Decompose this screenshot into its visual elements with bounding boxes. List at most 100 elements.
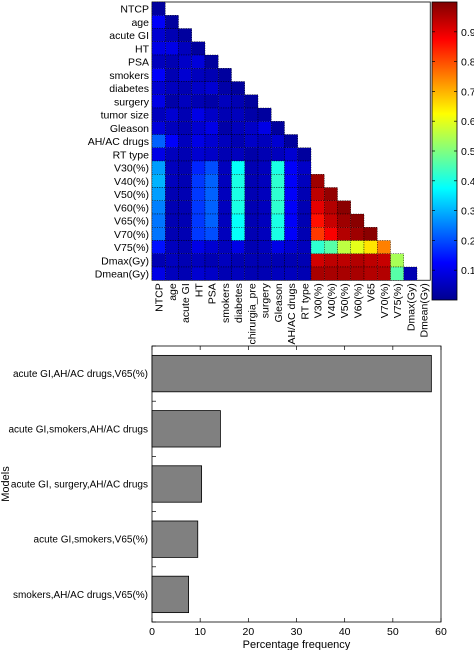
heatmap-cell bbox=[151, 147, 166, 162]
heatmap-cell bbox=[204, 54, 219, 69]
heatmap-cell bbox=[218, 107, 232, 122]
heatmap-column-label: V65 bbox=[366, 283, 378, 302]
bar-x-axis-label: Percentage frequency bbox=[243, 639, 351, 650]
heatmap-column-label: V75(%) bbox=[392, 283, 404, 318]
heatmap-cell bbox=[257, 253, 272, 268]
heatmap-cell bbox=[257, 227, 272, 241]
heatmap-row-label: NTCP bbox=[120, 4, 149, 16]
heatmap-cell bbox=[191, 227, 206, 241]
heatmap-cell bbox=[218, 253, 232, 268]
heatmap-cell bbox=[231, 187, 245, 201]
heatmap-column-label: acute GI bbox=[180, 283, 192, 323]
heatmap-row-label: HT bbox=[135, 43, 150, 55]
heatmap-cell bbox=[151, 1, 166, 16]
heatmap-cell bbox=[324, 227, 338, 241]
heatmap-cell bbox=[218, 160, 232, 175]
heatmap-cell bbox=[310, 200, 325, 215]
x-tick-label: 30 bbox=[291, 626, 303, 638]
heatmap-cell bbox=[151, 121, 166, 135]
heatmap-column-label: V40(%) bbox=[326, 283, 338, 318]
heatmap-cell bbox=[284, 147, 298, 162]
heatmap-cell bbox=[165, 160, 179, 175]
heatmap-cell bbox=[350, 240, 365, 254]
heatmap-cell bbox=[310, 187, 325, 201]
bar-category-labels: acute GI,AH/AC drugs,V65(%) acute GI,smok… bbox=[9, 369, 149, 601]
bar bbox=[151, 354, 432, 393]
heatmap-cell bbox=[151, 54, 166, 69]
heatmap-cell bbox=[337, 200, 351, 215]
heatmap-cell bbox=[191, 160, 206, 175]
heatmap-cell bbox=[151, 94, 166, 109]
heatmap-cell bbox=[191, 174, 206, 188]
heatmap-cell bbox=[231, 253, 245, 268]
heatmap-cell bbox=[231, 107, 245, 122]
heatmap-cell bbox=[151, 213, 166, 228]
heatmap-cell bbox=[204, 174, 219, 188]
heatmap-cell bbox=[178, 121, 192, 135]
heatmap-cell bbox=[403, 266, 418, 281]
heatmap-cell bbox=[231, 227, 245, 241]
heatmap-cell bbox=[297, 213, 312, 228]
heatmap-cell bbox=[231, 160, 245, 175]
heatmap-row-label: diabetes bbox=[109, 83, 149, 95]
heatmap-cell bbox=[271, 227, 285, 241]
colorbar-tick-label: 0.2 bbox=[461, 235, 474, 247]
heatmap-cell bbox=[151, 187, 166, 201]
heatmap-cell bbox=[204, 266, 219, 281]
bar bbox=[151, 465, 203, 503]
heatmap-cell bbox=[363, 227, 378, 241]
heatmap-column-label: RT type bbox=[299, 283, 311, 320]
heatmap-cell bbox=[310, 174, 325, 188]
heatmap-cell bbox=[231, 200, 245, 215]
heatmap-cell bbox=[324, 187, 338, 201]
heatmap-cell bbox=[218, 187, 232, 201]
heatmap-cell bbox=[191, 94, 206, 109]
heatmap-cell bbox=[257, 200, 272, 215]
heatmap-cell bbox=[165, 41, 179, 56]
heatmap-cell bbox=[271, 147, 285, 162]
heatmap-cell bbox=[231, 174, 245, 188]
heatmap-cell bbox=[310, 266, 325, 281]
colorbar-tick-label: 0.3 bbox=[461, 206, 474, 218]
heatmap-cell bbox=[204, 253, 219, 268]
heatmap-cell bbox=[165, 54, 179, 69]
bar-category-label: acute GI,smokers,V65(%) bbox=[34, 535, 148, 546]
heatmap-cell bbox=[310, 213, 325, 228]
heatmap-cell bbox=[363, 266, 378, 281]
heatmap-cell bbox=[284, 174, 298, 188]
heatmap-cell bbox=[165, 187, 179, 201]
heatmap-column-label: surgery bbox=[260, 283, 272, 319]
heatmap-cell bbox=[178, 107, 192, 122]
heatmap-cell bbox=[297, 200, 312, 215]
heatmap-cell bbox=[284, 200, 298, 215]
heatmap-cell bbox=[165, 107, 179, 122]
heatmap-cell bbox=[165, 15, 179, 29]
heatmap-cell bbox=[350, 253, 365, 268]
x-tick-label: 50 bbox=[387, 626, 399, 638]
heatmap-cell bbox=[165, 266, 179, 281]
heatmap-cell bbox=[151, 160, 166, 175]
heatmap-cell bbox=[244, 160, 259, 175]
heatmap-cell bbox=[244, 147, 259, 162]
heatmap-cell bbox=[390, 266, 404, 281]
heatmap-cell bbox=[218, 174, 232, 188]
heatmap-column-label: PSA bbox=[207, 283, 219, 304]
heatmap-cell bbox=[204, 94, 219, 109]
heatmap-cell bbox=[244, 253, 259, 268]
bar-category-label: acute GI, surgery,AH/AC drugs bbox=[11, 480, 148, 491]
heatmap-cell bbox=[151, 107, 166, 122]
heatmap-row-label: smokers bbox=[109, 70, 149, 82]
heatmap-row-label: V30(%) bbox=[114, 163, 149, 175]
heatmap-cell bbox=[244, 213, 259, 228]
heatmap-row-label: V60(%) bbox=[114, 202, 149, 214]
heatmap-cell bbox=[218, 147, 232, 162]
heatmap-cell bbox=[165, 147, 179, 162]
heatmap-cell bbox=[178, 187, 192, 201]
heatmap-cell bbox=[178, 253, 192, 268]
heatmap-row-label: V75(%) bbox=[114, 242, 149, 254]
heatmap-cell bbox=[218, 240, 232, 254]
heatmap-cell bbox=[284, 266, 298, 281]
heatmap-cell bbox=[244, 134, 259, 148]
model-frequency-bar-chart: acute GI,AH/AC drugs,V65(%) acute GI,smok… bbox=[0, 345, 447, 650]
